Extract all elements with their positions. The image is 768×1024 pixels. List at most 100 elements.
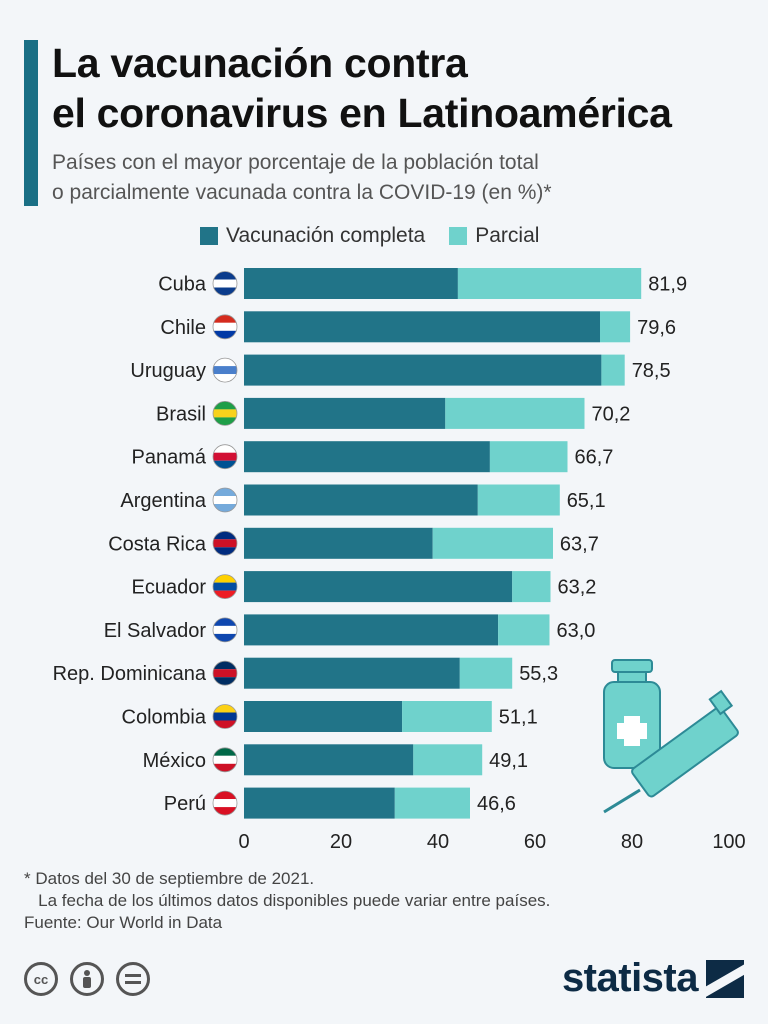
category-label-costa-rica: Costa Rica [108, 533, 207, 555]
flag-el-salvador-icon-top [213, 617, 237, 626]
x-tick-label-40: 40 [427, 831, 449, 853]
flag-brasil-icon-mid [213, 409, 237, 418]
flag-chile-icon-bottom [213, 330, 237, 339]
flag-mexico-icon [212, 747, 238, 773]
bar-complete-costa-rica [244, 527, 433, 559]
bar-partial-ecuador [512, 571, 551, 603]
flag-colombia-icon-mid [213, 712, 237, 721]
flag-el-salvador-icon-mid [213, 625, 237, 634]
flag-mexico-icon-top [213, 747, 237, 756]
title-line-1: La vacunación contra [52, 40, 468, 86]
flag-uruguay-icon [212, 357, 238, 383]
bar-complete-argentina [244, 484, 478, 516]
flag-brasil-icon-top [213, 401, 237, 410]
flag-peru-icon [212, 790, 238, 816]
flag-uruguay-icon-mid [213, 366, 237, 375]
category-label-argentina: Argentina [120, 490, 206, 512]
bar-partial-peru [394, 787, 470, 819]
total-label-chile: 79,6 [637, 317, 676, 339]
syringe-needle-icon [603, 788, 641, 814]
total-label-colombia: 51,1 [499, 707, 538, 729]
flag-brasil-icon-bottom [213, 417, 237, 426]
chart-legend: Vacunación completa Parcial [200, 224, 563, 248]
bar-complete-peru [244, 787, 395, 819]
flag-el-salvador-icon [212, 617, 238, 643]
flag-colombia-icon-bottom [213, 720, 237, 729]
total-label-argentina: 65,1 [567, 490, 606, 512]
syringe-barrel-icon [631, 706, 739, 798]
subtitle-line-2: o parcialmente vacunada contra la COVID-… [52, 181, 552, 204]
bar-partial-uruguay [601, 354, 625, 386]
bar-partial-rep-dominicana [459, 657, 513, 689]
brand-name: statista [561, 956, 699, 1000]
flag-ecuador-icon [212, 574, 238, 599]
category-label-chile: Chile [160, 317, 206, 339]
flag-peru-icon-top [213, 791, 237, 800]
total-label-uruguay: 78,5 [632, 360, 671, 382]
bar-partial-argentina [477, 484, 560, 516]
x-tick-label-80: 80 [621, 831, 643, 853]
category-label-peru: Perú [164, 793, 206, 815]
title-accent-bar [24, 40, 38, 206]
equals-icon[interactable] [116, 962, 150, 996]
vial-cross-horizontal-icon [617, 723, 647, 739]
flag-panama-icon-top [213, 444, 237, 453]
legend-item-partial: Parcial [449, 224, 539, 248]
footnote-date: * Datos del 30 de septiembre de 2021. [24, 869, 315, 888]
legend-swatch-complete [200, 227, 218, 245]
flag-rep-dominicana-icon-mid [213, 669, 237, 678]
flag-mexico-icon-mid [213, 755, 237, 764]
flag-chile-icon [212, 314, 238, 340]
flag-rep-dominicana-icon [212, 660, 238, 686]
bar-partial-chile [600, 311, 631, 343]
bar-complete-panama [244, 441, 490, 473]
flag-chile-icon-mid [213, 322, 237, 331]
statista-logo[interactable]: statista [562, 956, 744, 1001]
flag-argentina-icon [212, 487, 238, 513]
vial-neck-icon [617, 671, 647, 683]
legend-label-partial: Parcial [475, 224, 540, 247]
person-icon[interactable] [70, 962, 104, 996]
category-label-ecuador: Ecuador [132, 577, 207, 599]
category-label-uruguay: Uruguay [130, 360, 206, 382]
flag-colombia-icon [212, 704, 238, 729]
total-label-ecuador: 63,2 [558, 577, 597, 599]
flag-peru-icon-bottom [213, 807, 237, 816]
total-label-brasil: 70,2 [592, 403, 631, 425]
license-icons: cc [24, 962, 162, 996]
legend-swatch-partial [449, 227, 468, 245]
flag-ecuador-icon-bottom [213, 590, 237, 599]
syringe-plunger-icon [708, 689, 734, 716]
flag-uruguay-icon-top [213, 358, 237, 367]
total-label-cuba: 81,9 [648, 274, 687, 296]
flag-panama-icon-mid [213, 452, 237, 461]
bar-complete-brasil [244, 397, 446, 429]
cc-icon[interactable]: cc [24, 962, 58, 996]
bar-partial-panama [489, 441, 568, 473]
bar-partial-colombia [402, 701, 492, 732]
flag-colombia-icon-top [213, 704, 237, 713]
flag-chile-icon-top [213, 314, 237, 323]
flag-el-salvador-icon-bottom [213, 633, 237, 642]
flag-ecuador-icon-mid [213, 582, 237, 591]
total-label-mexico: 49,1 [489, 750, 528, 772]
bar-partial-costa-rica [432, 527, 553, 559]
flag-costa-rica-icon-mid [213, 539, 237, 548]
page-title: La vacunación contra el coronavirus en L… [52, 38, 672, 138]
bar-partial-el-salvador [498, 614, 550, 646]
flag-cuba-icon-mid [213, 279, 237, 288]
flag-peru-icon-mid [213, 799, 237, 808]
flag-mexico-icon-bottom [213, 763, 237, 772]
bar-partial-brasil [445, 397, 585, 429]
bar-partial-mexico [413, 744, 483, 776]
flag-costa-rica-icon-top [213, 531, 237, 540]
flag-argentina-icon-mid [213, 496, 237, 504]
vial-cap-icon [611, 659, 653, 673]
footnote-note: La fecha de los últimos datos disponible… [24, 891, 551, 910]
total-label-rep-dominicana: 55,3 [519, 663, 558, 685]
page-subtitle: Países con el mayor porcentaje de la pob… [52, 148, 552, 208]
category-label-cuba: Cuba [158, 274, 207, 296]
category-label-brasil: Brasil [156, 403, 206, 425]
bar-complete-rep-dominicana [244, 657, 460, 689]
footnote-source: Fuente: Our World in Data [24, 913, 223, 932]
